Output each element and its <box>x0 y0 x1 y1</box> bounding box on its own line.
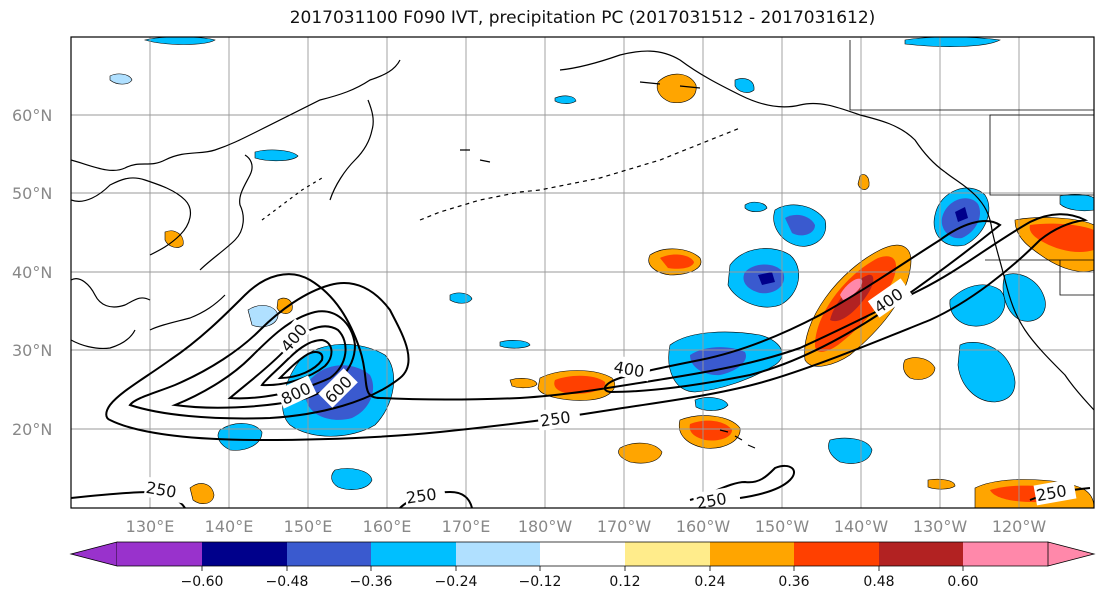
contour-600 <box>171 310 357 409</box>
map-frame <box>70 36 1095 509</box>
contour-400-east <box>603 220 1002 394</box>
chart-title: 2017031100 F090 IVT, precipitation PC (2… <box>289 8 876 28</box>
colorbar: −0.60 −0.48 −0.36 −0.24 −0.12 0.12 0.24 … <box>69 541 1096 590</box>
colorbar-bin <box>117 542 202 566</box>
lat-label-60: 60°N <box>12 106 52 125</box>
colorbar-bin <box>879 542 963 566</box>
lon-label-170w: 170°W <box>597 517 652 536</box>
colorbar-label: 0.24 <box>694 574 725 590</box>
lon-label-160e: 160°E <box>363 517 412 536</box>
contour-label-250-mid: 250 <box>539 407 572 430</box>
colorbar-bin <box>456 542 540 566</box>
colorbar-extend-high <box>1047 541 1096 567</box>
lat-label-20: 20°N <box>12 420 52 439</box>
longitude-labels: 130°E 140°E 150°E 160°E 170°E 180°W 170°… <box>126 517 1047 536</box>
lon-label-130w: 130°W <box>913 517 968 536</box>
graticule <box>71 37 1094 508</box>
colorbar-bin <box>287 542 371 566</box>
ivt-contours <box>71 213 1091 508</box>
colorbar-label: 0.36 <box>778 574 809 590</box>
lon-label-140w: 140°W <box>834 517 889 536</box>
contour-label-250-s2: 250 <box>695 489 728 513</box>
colorbar-bin <box>963 542 1048 566</box>
colorbar-label: 0.12 <box>609 574 640 590</box>
lon-label-180w: 180°W <box>518 517 573 536</box>
colorbar-bin <box>371 542 456 566</box>
colorbar-extend-low <box>69 541 118 567</box>
lon-label-150e: 150°E <box>284 517 333 536</box>
colorbar-label: 0.60 <box>947 574 978 590</box>
colorbar-label: −0.12 <box>519 574 562 590</box>
lon-label-140e: 140°E <box>205 517 254 536</box>
colorbar-bin <box>540 542 625 566</box>
lon-label-170e: 170°E <box>442 517 491 536</box>
lon-label-130e: 130°E <box>126 517 175 536</box>
contour-label-250-s: 250 <box>405 484 438 507</box>
contour-400 <box>128 282 410 420</box>
lat-label-30: 30°N <box>12 341 52 360</box>
precip-positive-peak-east <box>830 274 874 322</box>
colorbar-ticks <box>201 566 964 571</box>
precip-positive-pink <box>840 278 863 300</box>
colorbar-label: −0.60 <box>181 574 224 590</box>
colorbar-bin <box>625 542 710 566</box>
colorbar-label: −0.36 <box>350 574 393 590</box>
lon-label-160w: 160°W <box>676 517 731 536</box>
colorbar-bin <box>710 542 794 566</box>
latitude-labels: 60°N 50°N 40°N 30°N 20°N <box>12 106 52 439</box>
colorbar-label: 0.48 <box>863 574 894 590</box>
colorbar-label: −0.48 <box>266 574 309 590</box>
lon-label-120w: 120°W <box>992 517 1047 536</box>
lon-label-150w: 150°W <box>755 517 810 536</box>
lat-label-40: 40°N <box>12 263 52 282</box>
colorbar-bin <box>202 542 287 566</box>
lat-label-50: 50°N <box>12 184 52 203</box>
colorbar-bin <box>794 542 879 566</box>
colorbar-label: −0.24 <box>435 574 478 590</box>
coastlines <box>71 40 1094 449</box>
